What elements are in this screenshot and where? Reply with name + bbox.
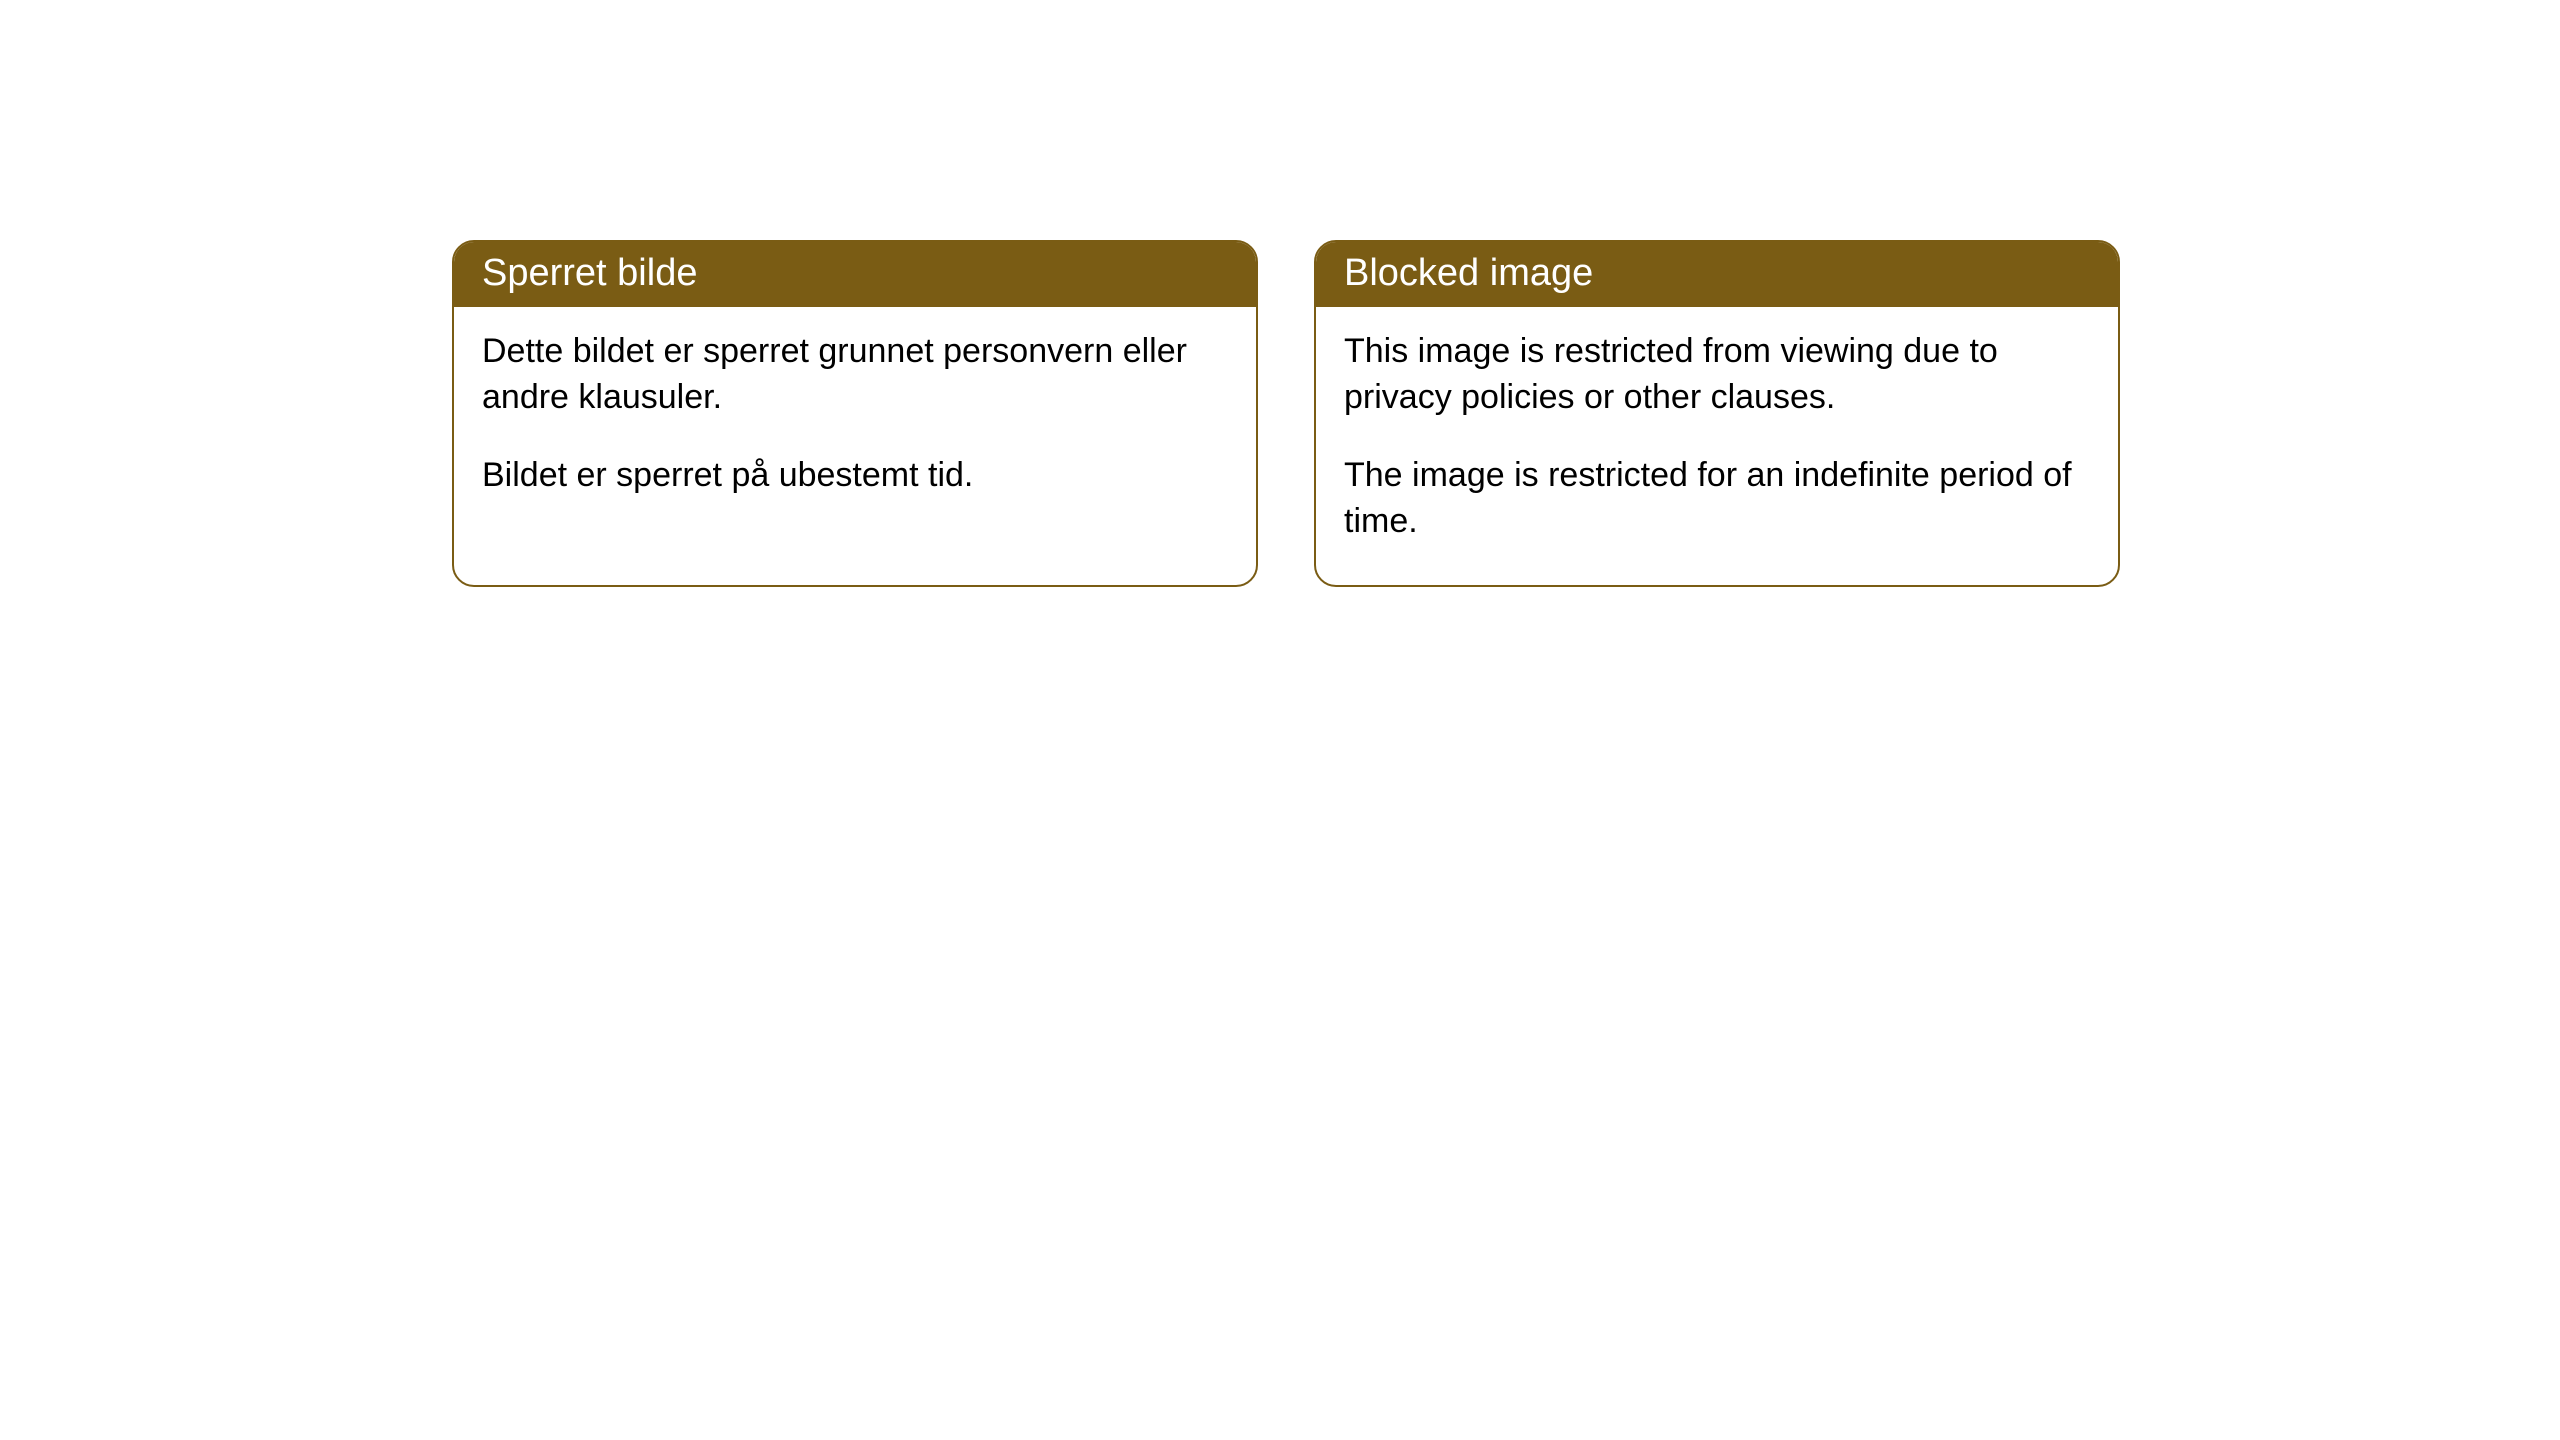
card-header: Blocked image bbox=[1316, 242, 2118, 307]
card-paragraph: Dette bildet er sperret grunnet personve… bbox=[482, 329, 1228, 421]
card-header: Sperret bilde bbox=[454, 242, 1256, 307]
card-paragraph: Bildet er sperret på ubestemt tid. bbox=[482, 453, 1228, 499]
notice-card-norwegian: Sperret bilde Dette bildet er sperret gr… bbox=[452, 240, 1258, 587]
notice-card-english: Blocked image This image is restricted f… bbox=[1314, 240, 2120, 587]
notice-container: Sperret bilde Dette bildet er sperret gr… bbox=[452, 240, 2120, 587]
card-paragraph: This image is restricted from viewing du… bbox=[1344, 329, 2090, 421]
card-title: Sperret bilde bbox=[482, 252, 697, 294]
card-title: Blocked image bbox=[1344, 252, 1593, 294]
card-body: Dette bildet er sperret grunnet personve… bbox=[454, 307, 1256, 539]
card-body: This image is restricted from viewing du… bbox=[1316, 307, 2118, 585]
card-paragraph: The image is restricted for an indefinit… bbox=[1344, 453, 2090, 545]
